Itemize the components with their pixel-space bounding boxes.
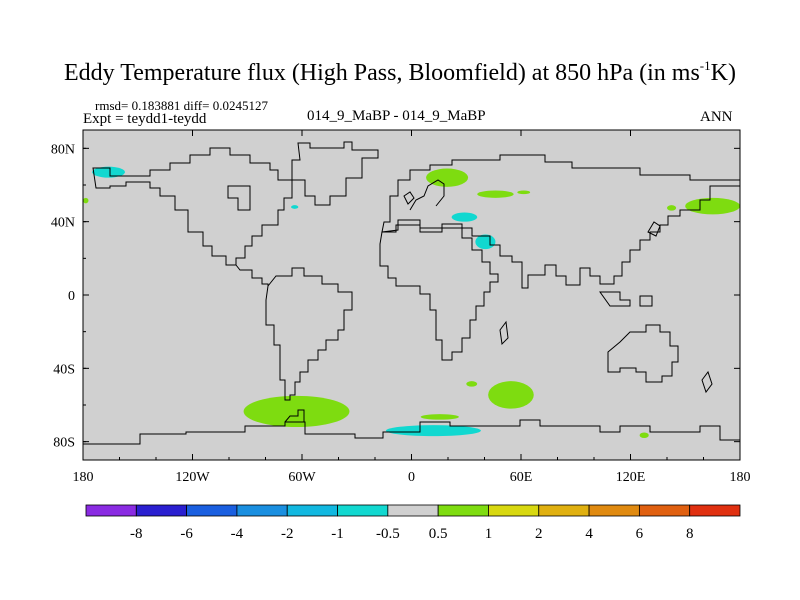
coastline-antarctica bbox=[83, 419, 740, 445]
x-tick-label: 60E bbox=[510, 470, 533, 485]
colorbar-label: 6 bbox=[636, 526, 644, 542]
colorbar-swatch bbox=[135, 504, 188, 517]
colorbar-label: 4 bbox=[585, 526, 593, 542]
y-tick-label: 80S bbox=[53, 436, 75, 451]
colorbar-label: -4 bbox=[231, 526, 244, 542]
colorbar-swatch bbox=[638, 504, 691, 517]
coastline-north-america bbox=[92, 147, 293, 266]
y-tick-label: 80N bbox=[51, 142, 75, 157]
chart-title: Eddy Temperature flux (High Pass, Bloomf… bbox=[64, 58, 736, 86]
plot-area: 180 120W 60W 0 60E 120E 180 80N 40N 0 40S 80S bbox=[51, 129, 751, 485]
coastline-antarctic-peninsula bbox=[284, 409, 305, 423]
coastline-central-america bbox=[235, 264, 269, 286]
colorbar-swatch bbox=[337, 504, 389, 517]
colorbar-label: -8 bbox=[130, 526, 143, 542]
x-ticks: 180 120W 60W 0 60E 120E 180 bbox=[73, 130, 751, 485]
region-pacific-positive-left-edge bbox=[83, 197, 89, 204]
coastline-new-zealand bbox=[701, 370, 713, 394]
colorbar-label: -1 bbox=[331, 526, 344, 542]
case-label: 014_9_MaBP - 014_9_MaBP bbox=[307, 108, 486, 124]
season-label: ANN bbox=[700, 109, 733, 125]
colorbar-swatch bbox=[538, 504, 590, 517]
coastline-eurasia bbox=[381, 154, 741, 289]
coastline-hudson-bay bbox=[227, 185, 251, 211]
y-tick-label: 0 bbox=[68, 289, 75, 304]
region-japan-positive-small bbox=[667, 205, 677, 211]
y-ticks: 80N 40N 0 40S 80S bbox=[51, 142, 740, 451]
contour-regions bbox=[83, 166, 740, 438]
colorbar-label: 0.5 bbox=[429, 526, 448, 542]
coastline-japan bbox=[647, 221, 661, 237]
colorbar-label: -6 bbox=[180, 526, 193, 542]
colorbar-label: 1 bbox=[485, 526, 493, 542]
coastline-madagascar bbox=[499, 320, 509, 346]
colorbar-swatch bbox=[488, 504, 540, 517]
coastline-indonesia bbox=[599, 291, 653, 307]
colorbar-label: -0.5 bbox=[376, 526, 400, 542]
coastline-greenland bbox=[291, 141, 379, 206]
y-tick-label: 40N bbox=[51, 216, 75, 231]
colorbar-swatch bbox=[286, 504, 338, 517]
region-arabia-negative bbox=[475, 234, 496, 250]
x-tick-label: 120W bbox=[175, 470, 210, 485]
colorbar-swatch bbox=[236, 504, 288, 517]
x-tick-label: 180 bbox=[73, 470, 94, 485]
region-weddell-negative bbox=[385, 425, 481, 437]
colorbar-label: 2 bbox=[535, 526, 543, 542]
region-siberia-positive-small bbox=[517, 190, 531, 195]
x-tick-label: 60W bbox=[288, 470, 316, 485]
colorbar-label: -2 bbox=[281, 526, 294, 542]
region-pacific-positive-right bbox=[685, 197, 740, 215]
region-southern-atlantic-positive bbox=[243, 395, 350, 427]
coastlines bbox=[83, 141, 741, 445]
colorbar-label: 8 bbox=[686, 526, 694, 542]
stats-label: rmsd= 0.183881 diff= 0.0245127 bbox=[95, 98, 268, 113]
region-russia-positive bbox=[477, 190, 514, 198]
region-scandinavia-positive bbox=[426, 168, 469, 187]
y-tick-label: 40S bbox=[53, 362, 75, 377]
colorbar-swatch bbox=[588, 504, 640, 517]
x-tick-label: 120E bbox=[616, 470, 646, 485]
colorbar-swatch bbox=[85, 504, 137, 517]
colorbar-swatch bbox=[689, 504, 741, 517]
coastline-scandinavia bbox=[409, 179, 445, 211]
colorbar: -8 -6 -4 -2 -1 -0.5 0.5 1 2 4 6 8 bbox=[85, 504, 741, 542]
colorbar-swatch bbox=[387, 504, 439, 517]
region-atlantic-small-negative bbox=[291, 205, 299, 209]
region-black-sea-negative bbox=[451, 212, 478, 222]
coastline-australia bbox=[607, 324, 679, 383]
map-background bbox=[83, 130, 740, 460]
colorbar-swatch bbox=[186, 504, 238, 517]
region-south-africa-positive bbox=[488, 381, 534, 409]
region-australia-positive-small bbox=[639, 432, 649, 438]
x-tick-label: 0 bbox=[408, 470, 415, 485]
region-south-indian-positive-small bbox=[466, 381, 478, 387]
region-southern-ocean-positive bbox=[420, 414, 459, 420]
coastline-south-america bbox=[265, 267, 353, 401]
region-alaska-negative bbox=[92, 166, 125, 178]
x-tick-label: 180 bbox=[730, 470, 751, 485]
coastline-britain bbox=[403, 191, 415, 205]
experiment-label: Expt = teydd1-teydd bbox=[83, 111, 207, 127]
colorbar-swatch bbox=[437, 504, 489, 517]
coastline-africa bbox=[379, 224, 499, 361]
